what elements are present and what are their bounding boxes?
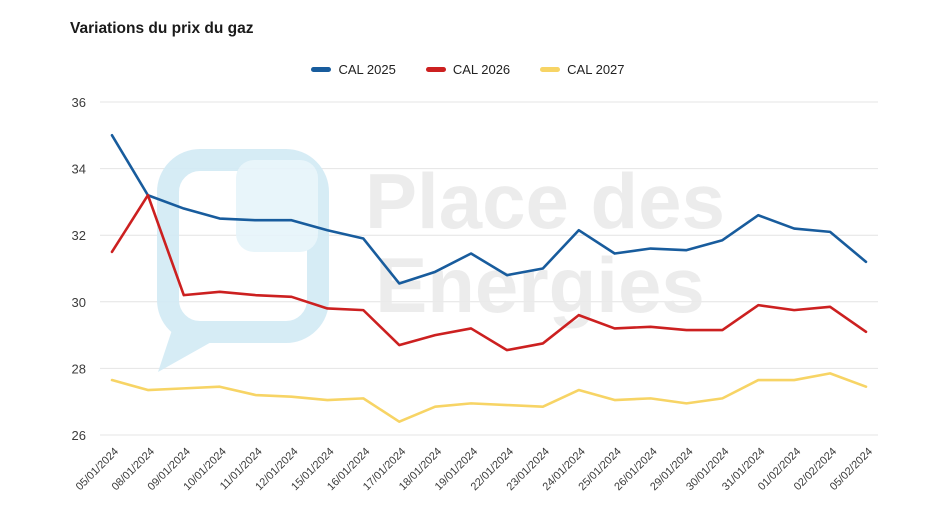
gridlines (100, 101, 878, 436)
watermark-text-line2: Energies (375, 241, 704, 329)
chart-title: Variations du prix du gaz (70, 20, 254, 37)
y-axis-label: 30 (72, 295, 86, 310)
legend-label-cal-2027: CAL 2027 (567, 62, 625, 77)
legend-item-cal-2026[interactable]: CAL 2026 (425, 62, 511, 77)
watermark-text-line1: Place des (365, 157, 725, 245)
series-line-cal-2025 (110, 134, 868, 285)
y-axis-label: 36 (72, 95, 86, 110)
y-axis-label: 28 (72, 361, 86, 376)
watermark-logo-icon (157, 149, 329, 372)
legend-swatch-cal-2025-icon (311, 67, 332, 72)
legend-label-cal-2025: CAL 2025 (338, 62, 396, 77)
legend-item-cal-2027[interactable]: CAL 2027 (540, 62, 625, 77)
legend-label-cal-2026: CAL 2026 (452, 62, 511, 77)
watermark: Place des Energies (157, 149, 725, 372)
legend-item-cal-2025[interactable]: CAL 2025 (311, 62, 396, 77)
y-axis-label: 32 (72, 228, 86, 243)
series-line-cal-2026 (110, 193, 868, 352)
legend-swatch-cal-2027-icon (540, 67, 561, 72)
y-axis-label: 34 (72, 162, 86, 177)
legend: CAL 2025 CAL 2026 CAL 2027 (0, 62, 936, 77)
series-line-cal-2027 (110, 372, 868, 423)
y-axis-label: 26 (72, 428, 86, 443)
legend-swatch-cal-2026-icon (425, 67, 446, 72)
series-lines (110, 134, 868, 423)
